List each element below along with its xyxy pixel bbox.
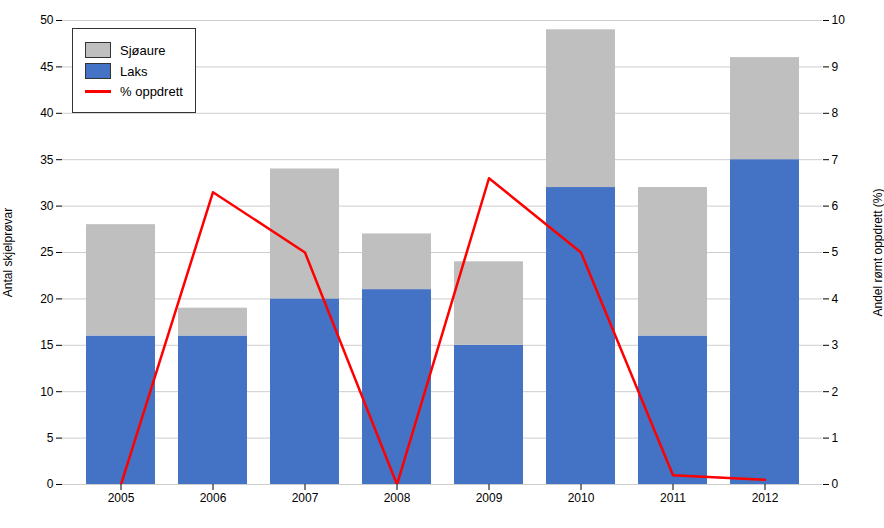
svg-text:4: 4: [832, 292, 839, 306]
svg-text:Antal skjelprøvar: Antal skjelprøvar: [1, 208, 15, 297]
svg-text:35: 35: [40, 153, 54, 167]
svg-text:2010: 2010: [568, 491, 595, 505]
svg-text:2009: 2009: [476, 491, 503, 505]
svg-text:2012: 2012: [752, 491, 779, 505]
svg-text:9: 9: [832, 60, 839, 74]
svg-text:2006: 2006: [200, 491, 227, 505]
svg-text:50: 50: [40, 13, 54, 27]
svg-text:1: 1: [832, 431, 839, 445]
html-text:Sjøaure: Sjøaure: [120, 42, 166, 58]
html-text:Laks: Laks: [120, 63, 148, 79]
svg-text:2005: 2005: [108, 491, 135, 505]
svg-text:10: 10: [832, 13, 846, 27]
svg-text:5: 5: [47, 431, 54, 445]
svg-text:40: 40: [40, 106, 54, 120]
svg-text:6: 6: [832, 199, 839, 213]
svg-text:25: 25: [40, 245, 54, 259]
svg-text:2008: 2008: [384, 491, 411, 505]
svg-text:0: 0: [832, 477, 839, 491]
svg-text:Andel rømt oppdrett (%): Andel rømt oppdrett (%): [871, 188, 884, 316]
svg-text:0: 0: [47, 477, 54, 491]
svg-text:7: 7: [832, 153, 839, 167]
svg-text:30: 30: [40, 199, 54, 213]
html-text:% oppdrett: % oppdrett: [120, 84, 183, 99]
svg-text:3: 3: [832, 338, 839, 352]
svg-text:10: 10: [40, 385, 54, 399]
svg-text:20: 20: [40, 292, 54, 306]
svg-text:45: 45: [40, 60, 54, 74]
svg-text:2007: 2007: [292, 491, 319, 505]
svg-text:8: 8: [832, 106, 839, 120]
svg-text:2: 2: [832, 385, 839, 399]
svg-text:2011: 2011: [660, 491, 686, 505]
svg-text:15: 15: [40, 338, 54, 352]
svg-text:5: 5: [832, 245, 839, 259]
